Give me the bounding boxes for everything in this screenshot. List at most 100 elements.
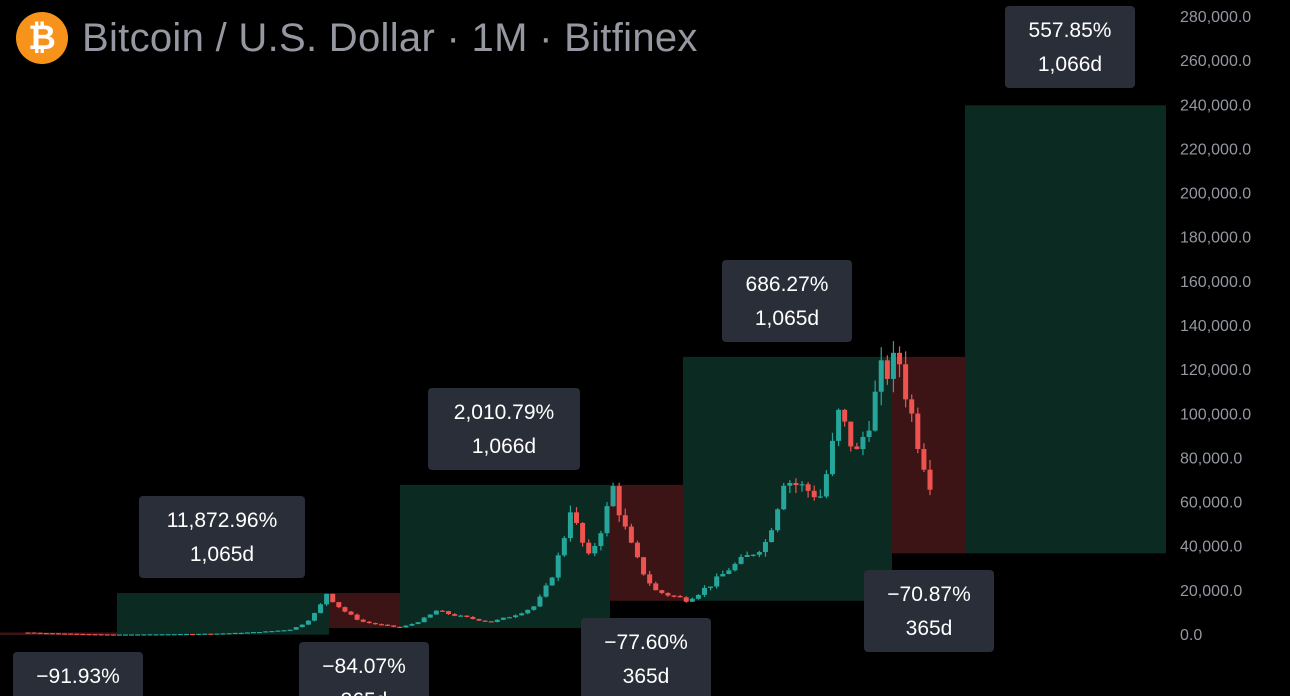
candle-body	[860, 436, 866, 450]
candle-body	[25, 632, 31, 634]
candle-body	[269, 631, 275, 633]
candle-body	[391, 625, 397, 627]
candle-body	[641, 557, 647, 575]
candle-body	[257, 632, 263, 634]
cycle-duration-label: 1,065d	[755, 307, 819, 330]
candle-body	[921, 449, 927, 470]
candle-body	[555, 555, 561, 578]
candle-body	[62, 633, 68, 635]
candle-body	[500, 617, 506, 620]
candle-body	[421, 617, 427, 623]
candle-body	[330, 593, 336, 603]
candle-body	[561, 538, 567, 556]
candle-body	[872, 391, 878, 431]
cycle-label-box	[13, 652, 143, 696]
candle-body	[244, 632, 250, 634]
candle-body	[671, 595, 677, 597]
candle-body	[208, 633, 214, 635]
candle-body	[482, 620, 488, 622]
candle-body	[653, 583, 659, 591]
candle-body	[580, 523, 586, 543]
bitcoin-logo-icon: ₿	[16, 12, 68, 64]
cycle-percent-label: 686.27%	[746, 273, 829, 296]
candle-body	[494, 619, 500, 623]
candle-body	[98, 634, 104, 636]
y-tick-label: 120,000.0	[1180, 362, 1251, 379]
candle-body	[165, 634, 171, 636]
candle-body	[135, 634, 141, 636]
candle-body	[848, 421, 854, 447]
candle-body	[68, 633, 74, 635]
y-tick-label: 60,000.0	[1180, 495, 1242, 512]
candle-body	[214, 633, 220, 635]
y-tick-label: 40,000.0	[1180, 539, 1242, 556]
candle-body	[86, 634, 92, 636]
candle-body	[519, 613, 525, 616]
candle-body	[726, 570, 732, 574]
y-tick-label: 80,000.0	[1180, 450, 1242, 467]
candle-body	[805, 484, 811, 491]
candle-body	[866, 430, 872, 437]
candle-body	[738, 556, 744, 564]
candle-body	[74, 633, 80, 635]
candle-body	[567, 512, 573, 539]
candle-body	[610, 486, 616, 507]
candle-body	[299, 624, 305, 628]
candle-body	[817, 496, 823, 498]
candle-body	[884, 360, 890, 379]
candle-body	[318, 604, 324, 614]
cycle-percent-label: −70.87%	[887, 583, 971, 606]
candle-body	[604, 506, 610, 534]
candle-body	[305, 620, 311, 625]
candle-body	[80, 633, 86, 636]
cycle-label-box	[139, 496, 305, 578]
candle-body	[458, 615, 464, 617]
candle-body	[616, 486, 622, 516]
y-tick-label: 140,000.0	[1180, 318, 1251, 335]
candle-body	[238, 632, 244, 635]
candle-body	[677, 596, 683, 598]
candle-body	[31, 632, 37, 634]
y-tick-label: 180,000.0	[1180, 230, 1251, 247]
chart-header: ₿ Bitcoin / U.S. Dollar · 1M · Bitfinex	[16, 10, 698, 66]
candle-body	[427, 614, 433, 618]
candle-body	[324, 593, 330, 605]
candle-body	[433, 610, 439, 615]
cycle-label-box	[299, 642, 429, 696]
y-tick-label: 280,000.0	[1180, 9, 1251, 26]
candle-body	[141, 634, 147, 636]
candle-body	[695, 594, 701, 599]
bear-cycle-zone	[892, 356, 965, 554]
y-tick-label: 220,000.0	[1180, 141, 1251, 158]
candle-body	[470, 616, 476, 619]
candle-body	[190, 633, 196, 636]
candle-body	[781, 485, 787, 510]
bull-cycle-zone	[683, 356, 892, 601]
candle-body	[836, 409, 842, 441]
candle-body	[762, 542, 768, 553]
candle-body	[311, 613, 317, 621]
candle-body	[366, 621, 372, 624]
candle-body	[360, 619, 366, 622]
candles	[25, 341, 933, 636]
cycle-percent-label: 11,872.96%	[167, 509, 278, 532]
candle-body	[348, 611, 354, 615]
candle-body	[116, 634, 122, 636]
candle-body	[574, 512, 580, 524]
candle-body	[123, 634, 129, 636]
candle-body	[909, 399, 915, 414]
y-tick-label: 240,000.0	[1180, 97, 1251, 114]
cycle-duration-label: 365d	[906, 617, 953, 640]
candle-body	[537, 596, 543, 607]
candle-body	[513, 615, 519, 618]
candle-body	[665, 592, 671, 596]
candle-body	[744, 554, 750, 557]
cycle-label-box	[722, 260, 852, 342]
candle-body	[799, 484, 805, 486]
symbol-title[interactable]: Bitcoin / U.S. Dollar · 1M · Bitfinex	[82, 15, 698, 60]
candle-body	[452, 614, 458, 616]
candle-body	[378, 624, 384, 626]
candle-body	[251, 632, 256, 634]
candle-body	[177, 634, 183, 636]
